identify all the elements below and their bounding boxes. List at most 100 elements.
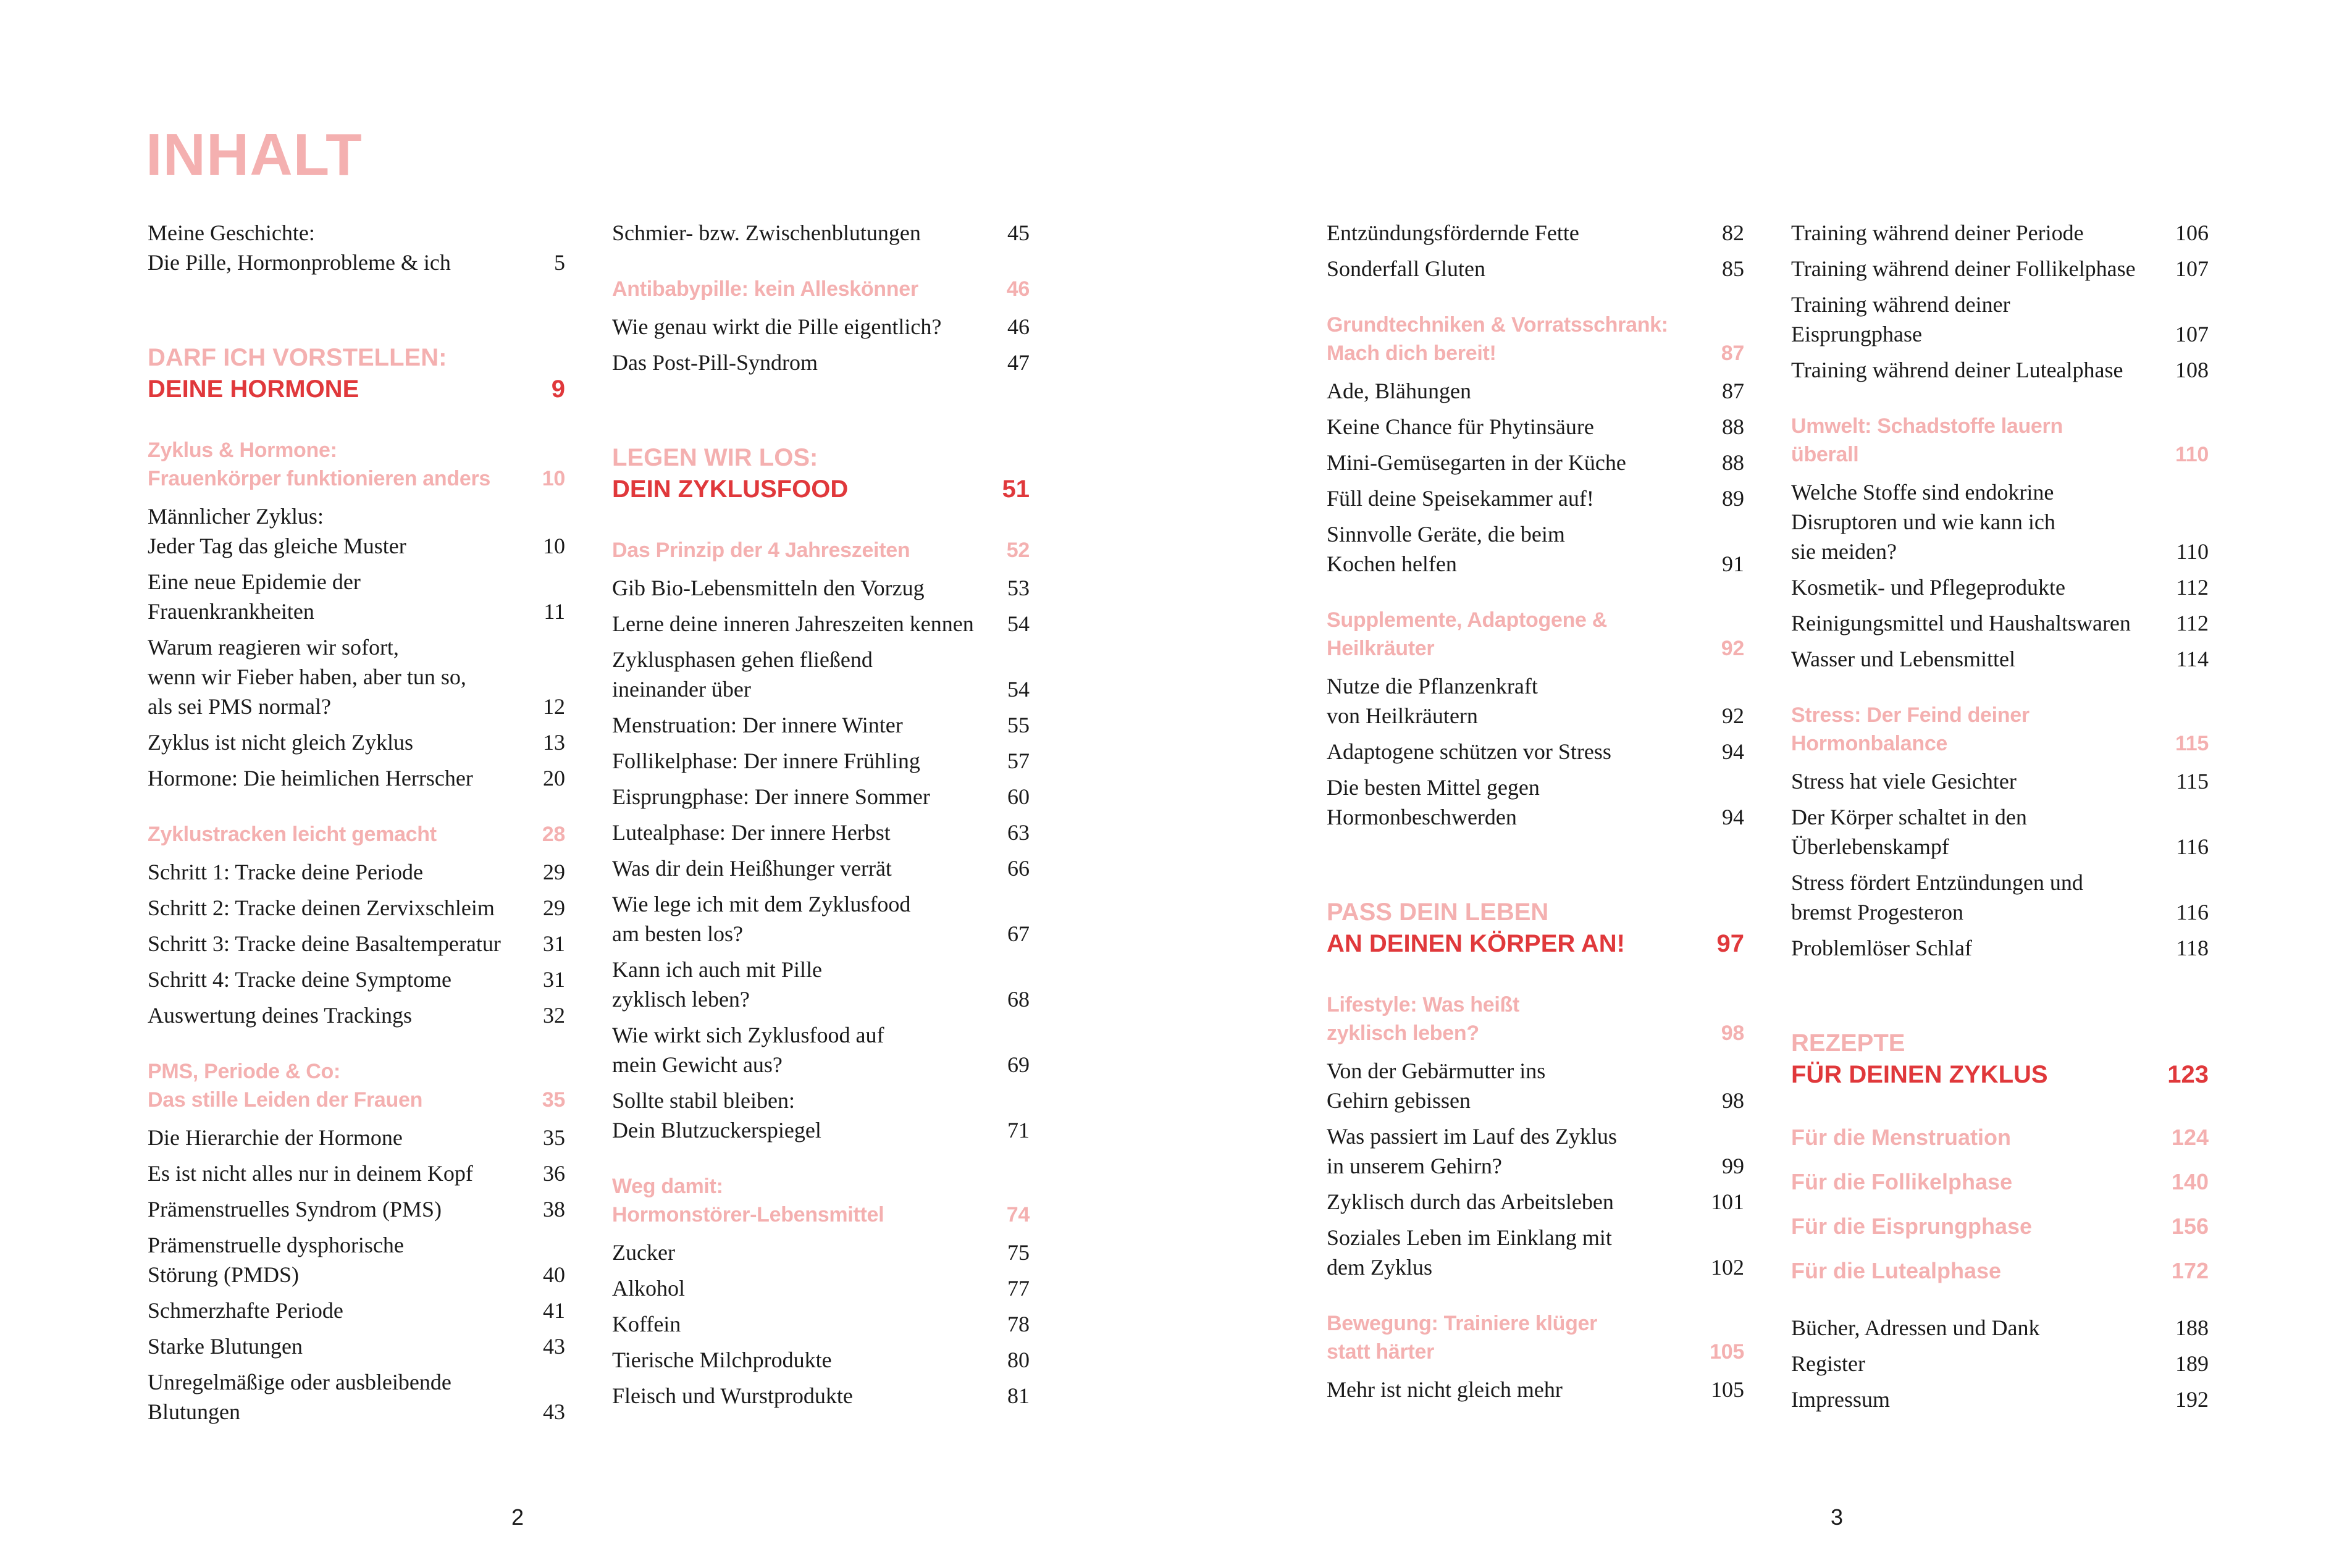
toc-entry[interactable]: Die besten Mittel gegen Hormonbeschwerden… — [1327, 773, 1744, 832]
toc-entry[interactable]: Zyklusphasen gehen fließend ineinander üb… — [612, 645, 1030, 704]
toc-entry[interactable]: Starke Blutungen 43 — [148, 1331, 565, 1361]
toc-section[interactable]: PMS, Periode & Co: Das stille Leiden der … — [148, 1057, 565, 1114]
toc-entry[interactable]: Tierische Milchprodukte 80 — [612, 1345, 1030, 1375]
toc-entry[interactable]: Soziales Leben im Einklang mit dem Zyklus… — [1327, 1223, 1744, 1282]
toc-entry[interactable]: Keine Chance für Phytinsäure 88 — [1327, 412, 1744, 442]
toc-entry[interactable]: Bücher, Adressen und Dank 188 — [1791, 1313, 2209, 1343]
toc-entry[interactable]: Die Hierarchie der Hormone 35 — [148, 1123, 565, 1152]
toc-entry[interactable]: Wasser und Lebensmittel 114 — [1791, 644, 2209, 674]
toc-entry[interactable]: Was passiert im Lauf des Zyklus in unsere… — [1327, 1121, 1744, 1181]
toc-part[interactable]: PASS DEIN LEBEN AN DEINEN KÖRPER AN! 97 — [1327, 897, 1744, 960]
toc-section[interactable]: Umwelt: Schadstoffe lauern überall 110 — [1791, 412, 2209, 469]
toc-title-line: Für die Follikelphase — [1791, 1169, 2013, 1194]
toc-entry[interactable]: Sonderfall Gluten 85 — [1327, 254, 1744, 283]
toc-title: Unregelmäßige oder ausbleibende Blutungen — [148, 1367, 451, 1427]
toc-entry[interactable]: Reinigungsmittel und Haushaltswaren 112 — [1791, 608, 2209, 638]
toc-entry[interactable]: Follikelphase: Der innere Frühling 57 — [612, 746, 1030, 776]
toc-entry[interactable]: Schritt 1: Tracke deine Periode 29 — [148, 857, 565, 887]
toc-entry[interactable]: Impressum 192 — [1791, 1385, 2209, 1414]
toc-entry[interactable]: Wie genau wirkt die Pille eigentlich? 46 — [612, 312, 1030, 342]
toc-entry[interactable]: Zyklus ist nicht gleich Zyklus 13 — [148, 727, 565, 757]
toc-sub[interactable]: Für die Follikelphase 140 — [1791, 1167, 2209, 1197]
toc-entry[interactable]: Schmerzhafte Periode 41 — [148, 1296, 565, 1325]
toc-sub[interactable]: Für die Lutealphase 172 — [1791, 1256, 2209, 1286]
toc-entry[interactable]: Das Post-Pill-Syndrom 47 — [612, 348, 1030, 377]
toc-part[interactable]: DARF ICH VORSTELLEN: DEINE HORMONE 9 — [148, 342, 565, 405]
toc-entry[interactable]: Training während deiner Periode 106 — [1791, 218, 2209, 248]
toc-entry[interactable]: Von der Gebärmutter ins Gehirn gebissen 98 — [1327, 1056, 1744, 1115]
toc-entry[interactable]: Meine Geschichte: Die Pille, Hormonproble… — [148, 218, 565, 277]
toc-section[interactable]: Supplemente, Adaptogene & Heilkräuter 92 — [1327, 606, 1744, 663]
toc-entry[interactable]: Männlicher Zyklus: Jeder Tag das gleiche … — [148, 501, 565, 561]
toc-entry[interactable]: Entzündungsfördernde Fette 82 — [1327, 218, 1744, 248]
toc-page-number: 35 — [542, 1088, 566, 1112]
toc-sub[interactable]: Für die Menstruation 124 — [1791, 1123, 2209, 1152]
toc-entry[interactable]: Register 189 — [1791, 1349, 2209, 1378]
toc-entry[interactable]: Füll deine Speisekammer auf! 89 — [1327, 484, 1744, 513]
toc-entry[interactable]: Prämenstruelle dysphorische Störung (PMDS… — [148, 1230, 565, 1289]
toc-section[interactable]: Zyklustracken leicht gemacht 28 — [148, 820, 565, 849]
toc-entry[interactable]: Alkohol 77 — [612, 1273, 1030, 1303]
toc-title-line: Dein Blutzuckerspiegel — [612, 1118, 821, 1142]
toc-entry[interactable]: Problemlöser Schlaf 118 — [1791, 933, 2209, 963]
toc-section[interactable]: Grundtechniken & Vorratsschrank: Mach dic… — [1327, 311, 1744, 367]
toc-entry[interactable]: Nutze die Pflanzenkraft von Heilkräutern 9… — [1327, 671, 1744, 731]
toc-section[interactable]: Antibabypille: kein Alleskönner 46 — [612, 275, 1030, 303]
toc-entry[interactable]: Hormone: Die heimlichen Herrscher 20 — [148, 763, 565, 793]
toc-entry[interactable]: Mehr ist nicht gleich mehr 105 — [1327, 1375, 1744, 1404]
toc-entry[interactable]: Training während deiner Eisprungphase 107 — [1791, 290, 2209, 349]
toc-entry[interactable]: Kann ich auch mit Pille zyklisch leben? 68 — [612, 955, 1030, 1014]
toc-entry[interactable]: Lerne deine inneren Jahreszeiten kennen 5… — [612, 609, 1030, 639]
toc-entry[interactable]: Zucker 75 — [612, 1238, 1030, 1267]
toc-section[interactable]: Zyklus & Hormone: Frauenkörper funktionie… — [148, 436, 565, 493]
toc-entry[interactable]: Kosmetik- und Pflegeprodukte 112 — [1791, 572, 2209, 602]
toc-entry[interactable]: Prämenstruelles Syndrom (PMS) 38 — [148, 1194, 565, 1224]
toc-entry[interactable]: Schritt 3: Tracke deine Basaltemperatur 3… — [148, 929, 565, 958]
toc-entry[interactable]: Schritt 2: Tracke deinen Zervixschleim 29 — [148, 893, 565, 923]
toc-entry[interactable]: Der Körper schaltet in den Überlebenskamp… — [1791, 802, 2209, 862]
toc-section[interactable]: Das Prinzip der 4 Jahreszeiten 52 — [612, 536, 1030, 564]
toc-entry[interactable]: Was dir dein Heißhunger verrät 66 — [612, 853, 1030, 883]
toc-entry[interactable]: Training während deiner Follikelphase 107 — [1791, 254, 2209, 283]
toc-entry[interactable]: Mini-Gemüsegarten in der Küche 88 — [1327, 448, 1744, 477]
toc-entry[interactable]: Gib Bio-Lebensmitteln den Vorzug 53 — [612, 573, 1030, 603]
toc-title: Zyklustracken leicht gemacht — [148, 820, 437, 849]
toc-part[interactable]: LEGEN WIR LOS: DEIN ZYKLUSFOOD 51 — [612, 442, 1030, 505]
toc-entry[interactable]: Lutealphase: Der innere Herbst 63 — [612, 818, 1030, 847]
toc-title: Ade, Blähungen — [1327, 376, 1471, 406]
toc-entry[interactable]: Stress fördert Entzündungen und bremst Pr… — [1791, 868, 2209, 927]
toc-entry[interactable]: Wie wirkt sich Zyklusfood auf mein Gewich… — [612, 1020, 1030, 1080]
toc-entry[interactable]: Zyklisch durch das Arbeitsleben 101 — [1327, 1187, 1744, 1217]
toc-entry[interactable]: Koffein 78 — [612, 1309, 1030, 1339]
toc-entry[interactable]: Ade, Blähungen 87 — [1327, 376, 1744, 406]
toc-entry[interactable]: Eisprungphase: Der innere Sommer 60 — [612, 782, 1030, 811]
toc-entry[interactable]: Training während deiner Lutealphase 108 — [1791, 355, 2209, 385]
toc-title: Grundtechniken & Vorratsschrank: Mach dic… — [1327, 311, 1668, 367]
toc-section[interactable]: Bewegung: Trainiere klüger statt härter 10… — [1327, 1309, 1744, 1366]
toc-entry[interactable]: Menstruation: Der innere Winter 55 — [612, 710, 1030, 740]
toc-title: Wasser und Lebensmittel — [1791, 644, 2015, 674]
toc-entry[interactable]: Unregelmäßige oder ausbleibende Blutungen… — [148, 1367, 565, 1427]
toc-entry[interactable]: Sinnvolle Geräte, die beim Kochen helfen 9… — [1327, 519, 1744, 579]
toc-entry[interactable]: Es ist nicht alles nur in deinem Kopf 36 — [148, 1159, 565, 1188]
toc-entry[interactable]: Adaptogene schützen vor Stress 94 — [1327, 737, 1744, 766]
toc-entry[interactable]: Warum reagieren wir sofort, wenn wir Fieb… — [148, 632, 565, 721]
toc-entry[interactable]: Schmier- bzw. Zwischenblutungen 45 — [612, 218, 1030, 248]
toc-entry[interactable]: Welche Stoffe sind endokrine Disruptoren … — [1791, 477, 2209, 566]
toc-page-number: 88 — [1722, 414, 1744, 439]
toc-entry[interactable]: Sollte stabil bleiben: Dein Blutzuckerspi… — [612, 1086, 1030, 1145]
toc-section[interactable]: Stress: Der Feind deiner Hormonbalance 115 — [1791, 701, 2209, 758]
toc-title: PASS DEIN LEBEN AN DEINEN KÖRPER AN! — [1327, 897, 1625, 960]
toc-section[interactable]: Lifestyle: Was heißt zyklisch leben? 98 — [1327, 991, 1744, 1047]
toc-section[interactable]: Weg damit: Hormonstörer-Lebensmittel 74 — [612, 1172, 1030, 1229]
toc-entry[interactable]: Eine neue Epidemie der Frauenkrankheiten 1… — [148, 567, 565, 626]
toc-part[interactable]: REZEPTE FÜR DEINEN ZYKLUS 123 — [1791, 1028, 2209, 1091]
toc-page-number: 105 — [1711, 1377, 1744, 1402]
toc-entry[interactable]: Fleisch und Wurstprodukte 81 — [612, 1381, 1030, 1411]
toc-entry[interactable]: Stress hat viele Gesichter 115 — [1791, 766, 2209, 796]
toc-entry[interactable]: Wie lege ich mit dem Zyklusfood am besten… — [612, 889, 1030, 949]
toc-sub[interactable]: Für die Eisprungphase 156 — [1791, 1212, 2209, 1241]
toc-title-line: Starke Blutungen — [148, 1334, 303, 1359]
toc-entry[interactable]: Auswertung deines Trackings 32 — [148, 1000, 565, 1030]
toc-entry[interactable]: Schritt 4: Tracke deine Symptome 31 — [148, 965, 565, 994]
